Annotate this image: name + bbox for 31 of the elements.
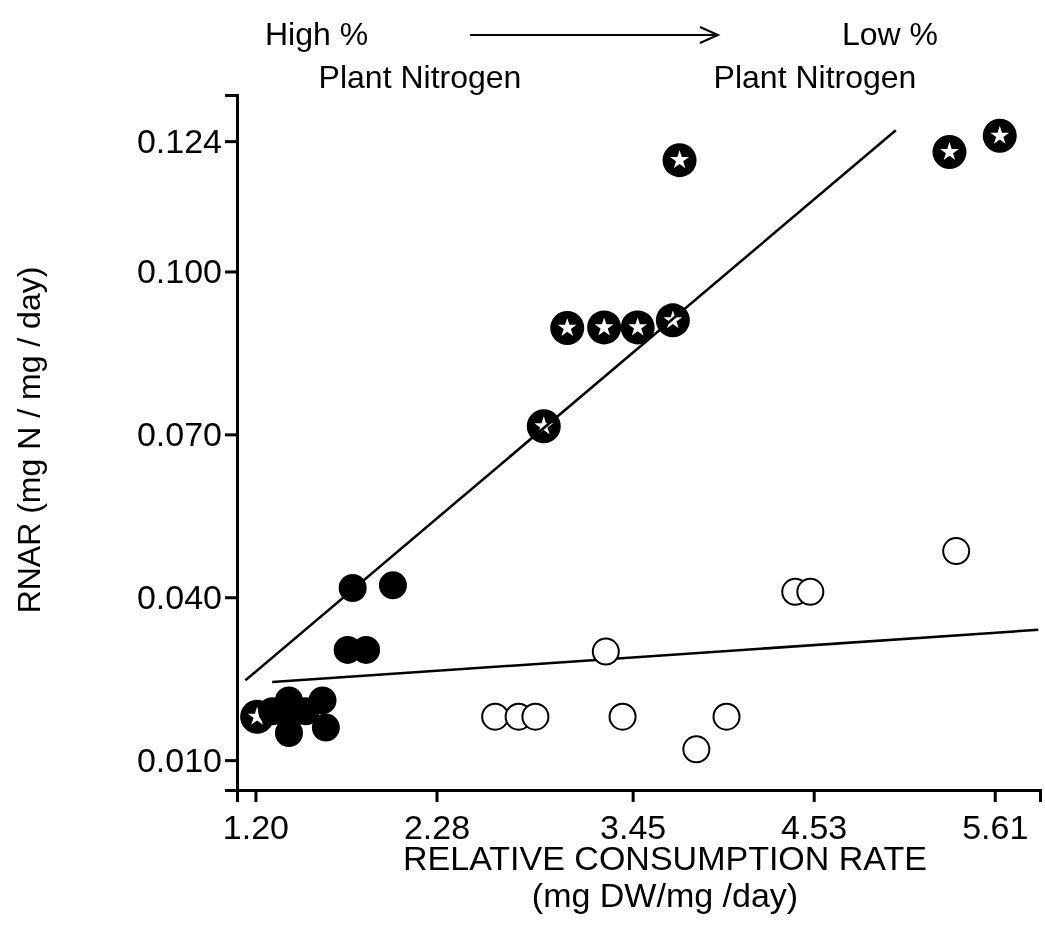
point — [932, 135, 967, 169]
y-tick-label: 0.040 — [136, 577, 222, 616]
point — [796, 577, 825, 606]
point — [712, 702, 741, 731]
point — [682, 735, 711, 764]
point — [311, 713, 340, 742]
x-tick-label: 1.20 — [222, 808, 290, 846]
y-axis-title: RNAR (mg N / mg / day) — [11, 266, 47, 614]
point — [608, 702, 637, 731]
y-tick-label: 0.010 — [136, 740, 222, 779]
point — [338, 574, 367, 603]
point — [591, 637, 620, 666]
point — [378, 571, 407, 600]
point — [550, 310, 585, 345]
point — [481, 702, 510, 731]
point — [526, 409, 561, 444]
y-tick-label: 0.124 — [136, 121, 222, 160]
text: Low % — [841, 16, 939, 52]
text: Plant Nitrogen — [318, 59, 522, 95]
point — [587, 310, 622, 345]
point — [942, 537, 971, 566]
y-tick-label: 0.070 — [136, 414, 222, 453]
point — [982, 118, 1017, 153]
point — [655, 303, 690, 338]
text: High % — [265, 16, 369, 52]
text: Plant Nitrogen — [713, 59, 917, 95]
point — [662, 143, 697, 178]
x-tick-label: 5.61 — [962, 808, 1029, 846]
point — [521, 702, 550, 731]
point — [620, 310, 655, 345]
y-tick-label: 0.100 — [136, 251, 222, 290]
